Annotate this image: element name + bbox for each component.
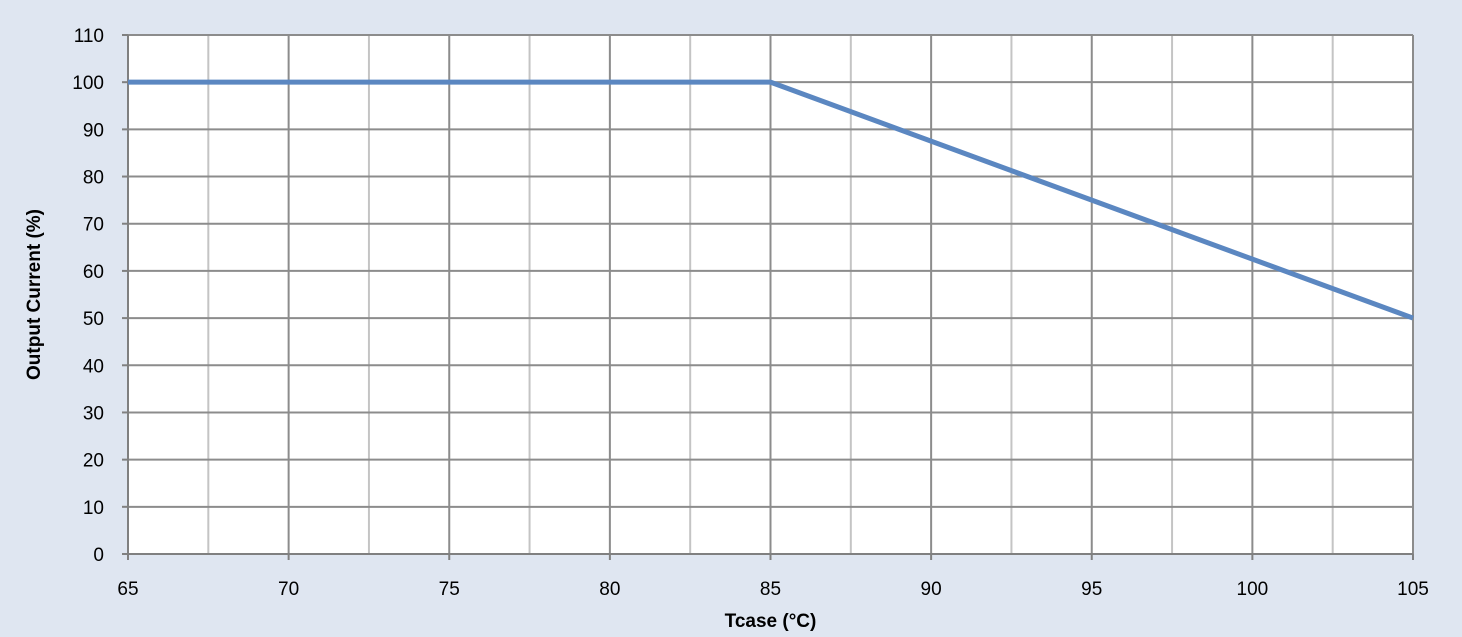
tick-labels: 0 10 20 30 40 50 60 70 80 90 100 110 65 70 75 80 85 90 95 1… — [72, 26, 1429, 600]
axes — [122, 34, 1414, 560]
x-tick-label: 95 — [1081, 579, 1102, 600]
y-tick-label: 60 — [83, 262, 104, 283]
x-tick-label: 100 — [1237, 579, 1269, 600]
y-tick-label: 100 — [72, 73, 104, 94]
y-tick-label: 110 — [74, 26, 104, 47]
x-tick-label: 80 — [599, 579, 620, 600]
x-tick-label: 65 — [117, 579, 138, 600]
x-tick-label: 105 — [1397, 579, 1429, 600]
y-tick-label: 50 — [83, 309, 104, 330]
x-axis-title: Tcase (°C) — [725, 611, 817, 632]
y-tick-label: 70 — [83, 215, 104, 236]
x-tick-label: 90 — [921, 579, 942, 600]
y-tick-label: 80 — [83, 168, 104, 189]
series — [128, 79, 1414, 321]
y-tick-label: 20 — [83, 451, 104, 472]
y-tick-label: 40 — [83, 356, 104, 377]
x-tick-label: 75 — [439, 579, 460, 600]
y-tick-label: 90 — [83, 120, 104, 141]
y-axis-title: Output Current (%) — [24, 209, 45, 380]
y-tick-label: 30 — [83, 403, 104, 424]
series-line — [128, 79, 1414, 321]
x-tick-label: 85 — [760, 579, 781, 600]
y-tick-label: 10 — [83, 498, 104, 519]
y-tick-label: 0 — [93, 545, 104, 566]
x-tick-label: 70 — [278, 579, 299, 600]
